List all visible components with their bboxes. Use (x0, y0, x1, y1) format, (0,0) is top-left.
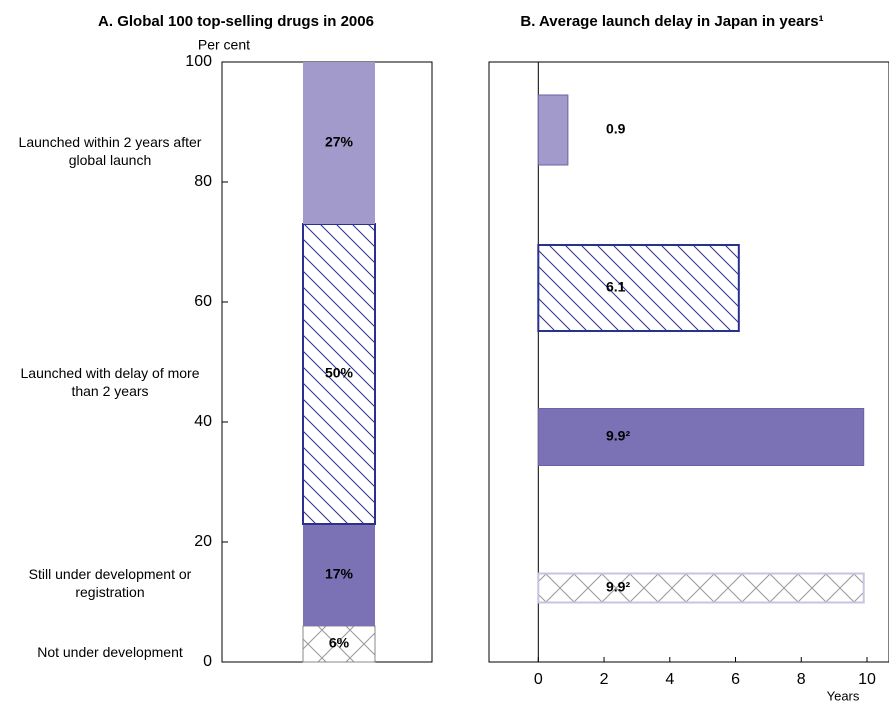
y-tick-label: 20 (194, 533, 212, 550)
value-label: 17% (325, 566, 354, 582)
plot-frame (488, 61, 889, 663)
x-tick-label: 8 (797, 671, 806, 688)
chart-title: B. Average launch delay in Japan in year… (520, 13, 823, 30)
value-label: 9.9² (606, 579, 630, 595)
series-label: Still under development or registration (28, 566, 192, 600)
y-tick-label: 40 (194, 413, 212, 430)
x-axis-label: Years (827, 688, 860, 703)
series-label: Launched with delay of more than 2 years (20, 365, 200, 399)
bar (537, 244, 740, 332)
value-label: 6.1 (606, 279, 626, 295)
bar-segment (302, 625, 376, 663)
value-label: 27% (325, 134, 354, 150)
bar-segment (303, 524, 375, 626)
y-tick-label: 100 (185, 53, 212, 70)
bar-segment (303, 62, 375, 224)
value-label: 50% (325, 365, 354, 381)
series-label: Launched within 2 years after global lau… (18, 134, 202, 168)
x-tick-label: 10 (858, 671, 876, 688)
value-label: 9.9² (606, 428, 630, 444)
x-tick-label: 6 (731, 671, 740, 688)
chart-title: A. Global 100 top-selling drugs in 2006 (98, 13, 374, 30)
value-label: 6% (329, 635, 350, 651)
y-tick-label: 80 (194, 173, 212, 190)
bar (537, 408, 865, 466)
series-label: Not under development (37, 644, 183, 660)
x-tick-label: 0 (534, 671, 543, 688)
y-tick-label: 0 (203, 653, 212, 670)
x-tick-label: 2 (600, 671, 609, 688)
bar (537, 94, 569, 166)
bar (537, 572, 865, 604)
value-label: 0.9 (606, 121, 626, 137)
bar-segment (302, 223, 376, 525)
x-tick-label: 4 (665, 671, 674, 688)
y-axis-label: Per cent (198, 37, 250, 53)
y-tick-label: 60 (194, 293, 212, 310)
